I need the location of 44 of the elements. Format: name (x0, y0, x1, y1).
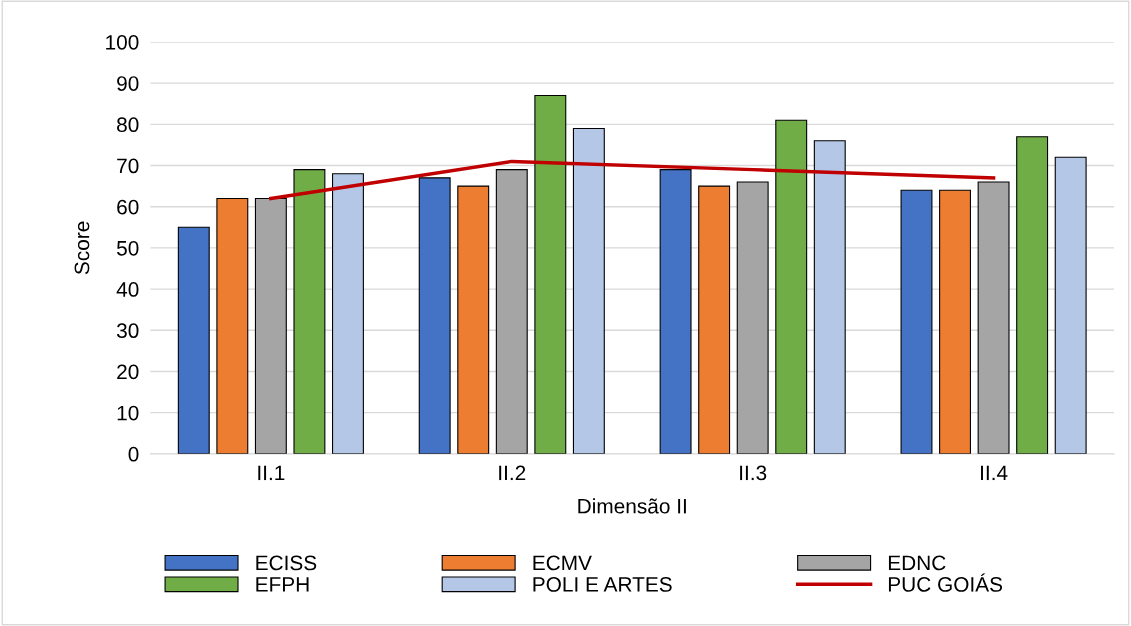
x-tick-label: II.3 (740, 465, 767, 481)
bar (293, 169, 326, 454)
line-series (269, 159, 996, 201)
y-tick-label: 10 (117, 405, 139, 421)
bar (254, 197, 287, 454)
bar (495, 169, 528, 454)
y-tick-label: 100 (106, 34, 139, 50)
bar (216, 197, 249, 454)
y-tick-label: 20 (117, 364, 139, 380)
y-tick-label: 90 (117, 76, 139, 91)
bar (331, 173, 364, 454)
y-tick-label: 80 (117, 117, 139, 133)
legend-label: PUC GOIÁS (888, 573, 1003, 592)
bar (1016, 136, 1049, 454)
bar (813, 140, 846, 454)
bar (698, 185, 731, 454)
bar (418, 177, 451, 454)
legend-label: ECISS (256, 555, 317, 571)
bar (659, 169, 692, 454)
bar (939, 189, 972, 454)
bar (572, 127, 605, 454)
bar (534, 94, 567, 454)
bar (177, 226, 210, 454)
bar (1054, 156, 1087, 454)
x-tick-label: II.4 (981, 465, 1008, 481)
y-tick-label: 0 (128, 446, 139, 462)
y-tick-label: 70 (117, 158, 139, 174)
legend-label: EDNC (888, 555, 946, 571)
bar (457, 185, 490, 454)
x-tick-label: II.1 (258, 465, 285, 481)
bar (977, 181, 1010, 454)
legend-label: POLI E ARTES (533, 577, 672, 592)
x-axis-title: Dimensão II (578, 498, 686, 514)
legend-label: EFPH (256, 577, 309, 592)
y-tick-label: 60 (117, 199, 139, 215)
legend-label: ECMV (533, 555, 592, 571)
bar (775, 119, 808, 454)
y-tick-label: 50 (116, 240, 139, 256)
y-tick-label: 40 (116, 282, 139, 297)
y-axis-title: Score (74, 221, 90, 275)
bar (736, 181, 769, 454)
bar (900, 189, 933, 454)
x-tick-label: II.2 (499, 465, 526, 481)
y-tick-label: 30 (116, 323, 139, 339)
